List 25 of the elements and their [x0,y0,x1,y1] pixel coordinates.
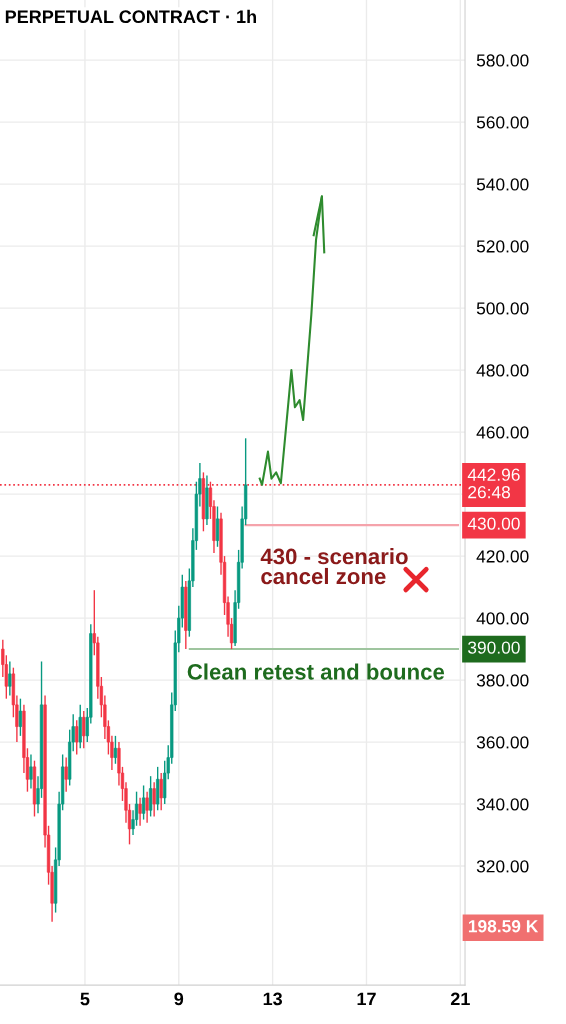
y-tick-label: 460.00 [476,426,529,439]
y-tick-label: 480.00 [476,364,529,377]
x-tick-label: 13 [263,992,283,1006]
chart-title: PERPETUAL CONTRACT · 1h [5,9,256,24]
y-tick-label: 540.00 [476,178,529,191]
text: 198.59 K [468,920,539,933]
text: 390.00 [468,641,520,654]
ref-line-label: 442.96 26:48 [467,468,520,499]
x-tick-label: 21 [450,992,470,1006]
y-tick-label: 500.00 [476,302,529,315]
y-tick-label: 360.00 [476,736,529,749]
y-tick-label: 400.00 [476,612,529,625]
y-tick-label: 380.00 [476,674,529,687]
annotation: Clean retest and bounce [187,663,445,680]
y-tick-label: 320.00 [476,860,529,873]
y-tick-label: 520.00 [476,240,529,253]
x-tick-label: 17 [357,992,376,1006]
y-tick-label: 340.00 [476,798,529,811]
y-tick-label: 560.00 [476,116,529,129]
y-tick-label: 420.00 [476,550,529,563]
text: 430.00 [467,517,520,530]
x-tick-label: 5 [80,992,90,1006]
annotation: 430 - scenario cancel zone [260,548,408,585]
y-tick-label: 580.00 [476,54,529,67]
x-tick-label: 9 [174,992,184,1006]
